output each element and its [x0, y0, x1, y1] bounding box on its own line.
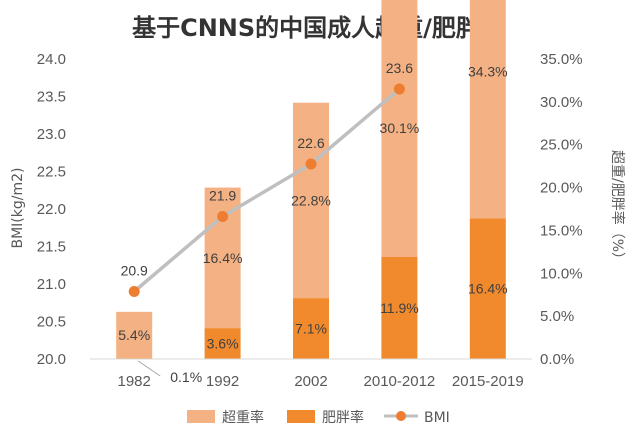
- y-right-tick-label: 0.0%: [540, 351, 574, 368]
- y-right-tick-label: 10.0%: [540, 265, 583, 282]
- y-left-tick-label: 23.5: [37, 89, 66, 106]
- bmi-point: [393, 83, 405, 95]
- bmi-data-label: 20.9: [121, 263, 148, 279]
- legend: 超重率 肥胖率 BMI: [187, 409, 450, 426]
- obesity-bar: [381, 257, 418, 359]
- overweight-bar: [469, 0, 506, 219]
- bmi-data-label: 23.6: [386, 60, 413, 76]
- chart-title: 基于CNNS的中国成人超重/肥胖率: [132, 14, 504, 42]
- overweight-data-label: 22.8%: [291, 192, 331, 208]
- bmi-data-label: 22.6: [297, 135, 324, 151]
- legend-swatch-overweight: [187, 410, 215, 423]
- x-tick-label: 2010-2012: [364, 373, 436, 390]
- overweight-data-label: 5.4%: [118, 327, 150, 343]
- overweight-data-label: 30.1%: [380, 120, 420, 136]
- obesity-bar: [469, 218, 506, 359]
- bmi-point: [305, 158, 317, 170]
- y-left-tick-label: 24.0: [37, 51, 66, 68]
- y-left-tick-label: 20.0: [37, 351, 66, 368]
- y-right-tick-label: 35.0%: [540, 51, 583, 68]
- obesity-data-label: 16.4%: [468, 281, 508, 297]
- overweight-bar: [293, 102, 329, 299]
- y-right-tick-label: 25.0%: [540, 137, 583, 154]
- y-axis-right-ticks: 0.0% 5.0% 10.0% 15.0% 20.0% 25.0% 30.0% 35.0%: [540, 51, 583, 368]
- y-axis-left-label: BMI(kg/m2): [10, 168, 26, 249]
- data-labels: 5.4% 16.4% 22.8% 30.1% 34.3% 0.1% 3.6% 7.1% 11.9…: [118, 60, 507, 385]
- legend-label-bmi: BMI: [424, 410, 450, 426]
- y-left-tick-label: 23.0: [37, 126, 66, 143]
- legend-marker-bmi: [396, 411, 406, 421]
- bmi-line: [133, 87, 401, 293]
- overweight-data-label: 34.3%: [468, 63, 508, 79]
- obesity-data-label: 11.9%: [380, 300, 419, 316]
- y-left-tick-label: 22.0: [37, 201, 66, 218]
- overweight-bar: [116, 311, 153, 359]
- y-axis-left-ticks: 20.0 20.5 21.0 21.5 22.0 22.5 23.0 23.5 24.0: [37, 51, 66, 368]
- y-left-tick-label: 22.5: [37, 164, 66, 181]
- obesity-label-leader: [137, 360, 161, 377]
- obesity-data-label: 7.1%: [295, 321, 327, 337]
- obesity-bar: [204, 328, 241, 359]
- x-tick-label: 1992: [206, 373, 239, 390]
- obesity-data-label: 3.6%: [207, 336, 239, 352]
- legend-label-overweight: 超重率: [222, 409, 264, 426]
- obesity-data-label: 0.1%: [170, 369, 202, 385]
- x-tick-label: 2015-2019: [452, 373, 524, 390]
- bmi-point: [128, 286, 140, 297]
- y-right-tick-label: 20.0%: [540, 180, 583, 197]
- y-left-tick-label: 20.5: [37, 314, 66, 331]
- x-tick-label: 1982: [118, 373, 151, 390]
- x-tick-label: 2002: [294, 373, 327, 390]
- x-axis-ticks: 1982 1992 2002 2010-2012 2015-2019: [118, 373, 524, 390]
- y-right-tick-label: 5.0%: [540, 308, 574, 325]
- obesity-bar: [293, 298, 329, 359]
- bmi-data-label: 21.9: [209, 188, 236, 204]
- bmi-line-series: [128, 83, 405, 297]
- legend-label-obesity: 肥胖率: [322, 409, 364, 426]
- legend-swatch-obesity: [287, 410, 315, 423]
- overweight-bar: [381, 0, 418, 257]
- y-axis-right-label: 超重/肥胖率（%）: [609, 150, 626, 266]
- y-left-tick-label: 21.5: [37, 239, 66, 256]
- y-right-tick-label: 15.0%: [540, 222, 583, 239]
- bar-series: [116, 0, 506, 359]
- y-right-tick-label: 30.0%: [540, 94, 583, 111]
- bmi-point: [217, 211, 229, 222]
- y-left-tick-label: 21.0: [37, 276, 66, 293]
- overweight-data-label: 16.4%: [203, 250, 243, 266]
